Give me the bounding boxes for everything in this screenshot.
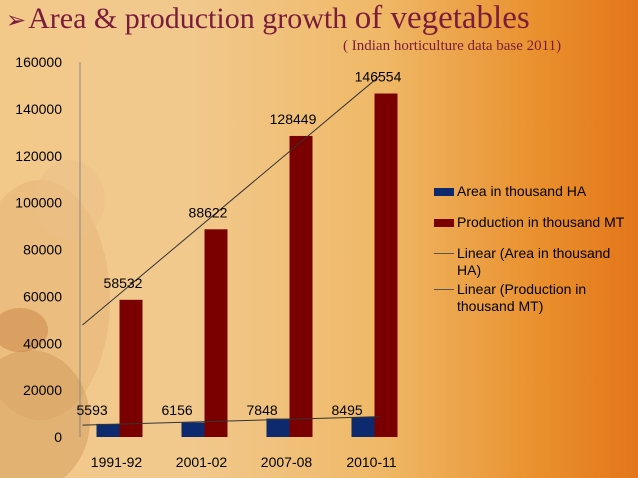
legend-label-trend-area: Linear (Area in thousand HA) xyxy=(457,245,611,278)
y-tick-label: 60000 xyxy=(23,288,62,304)
y-tick-label: 20000 xyxy=(23,382,62,398)
legend-item-trend-production: Linear (Production in thousand MT) xyxy=(434,281,634,315)
data-label-area: 7848 xyxy=(247,402,278,418)
data-label-production: 128449 xyxy=(270,111,317,127)
data-label-production: 146554 xyxy=(355,69,402,85)
y-tick-label: 140000 xyxy=(15,101,62,117)
bars xyxy=(96,93,398,437)
bar-area xyxy=(266,418,290,437)
data-label-area: 6156 xyxy=(162,402,193,418)
legend-label-trend-production: Linear (Production in thousand MT) xyxy=(457,281,587,314)
bar-production xyxy=(289,135,313,437)
y-tick-label: 0 xyxy=(54,429,62,445)
data-label-production: 58532 xyxy=(104,275,143,291)
trendline-area xyxy=(82,416,381,426)
bar-production xyxy=(204,229,228,437)
trendline-production xyxy=(82,75,381,326)
trendlines xyxy=(82,75,381,426)
x-tick-label: 2010-11 xyxy=(346,454,397,470)
data-label-area: 5593 xyxy=(77,402,108,418)
legend-label-production: Production in thousand MT xyxy=(457,214,625,230)
bar-production xyxy=(119,299,143,437)
data-labels: 5593 58532 6156 88622 7848 128449 8495 146554 xyxy=(77,69,402,418)
y-axis: 0 20000 40000 60000 80000 100000 120000 140000 1… xyxy=(15,54,62,445)
legend-swatch-area xyxy=(434,188,454,196)
legend-line-trend-area xyxy=(434,253,454,254)
y-tick-label: 120000 xyxy=(15,148,62,164)
title-main: Area & production growth xyxy=(28,2,355,35)
slide-subtitle: ( Indian horticulture data base 2011) xyxy=(343,38,562,54)
title-emphasis: of vegetables xyxy=(354,0,530,36)
legend-item-area: Area in thousand HA xyxy=(434,183,634,200)
x-tick-label: 2001-02 xyxy=(176,454,228,470)
y-tick-label: 40000 xyxy=(23,335,62,351)
legend-item-production: Production in thousand MT xyxy=(434,214,634,231)
legend-label-area: Area in thousand HA xyxy=(457,183,587,199)
y-tick-label: 100000 xyxy=(15,195,62,211)
bar-area xyxy=(351,417,375,437)
arrow-bullet-icon: ➢ xyxy=(6,8,27,34)
legend-item-trend-area: Linear (Area in thousand HA) xyxy=(434,245,634,279)
bar-area xyxy=(181,422,205,437)
bar-production xyxy=(374,93,398,437)
chart-legend: Area in thousand HA Production in thousa… xyxy=(434,183,634,317)
slide-title: ➢Area & production growth of vegetables xyxy=(6,0,530,39)
legend-line-trend-production xyxy=(434,289,454,290)
y-tick-label: 160000 xyxy=(15,54,62,70)
y-tick-label: 80000 xyxy=(23,242,62,258)
bar-area xyxy=(96,423,120,437)
legend-swatch-production xyxy=(434,219,454,227)
x-axis: 1991-92 2001-02 2007-08 2010-11 xyxy=(91,454,397,470)
data-label-production: 88622 xyxy=(189,204,228,220)
data-label-area: 8495 xyxy=(332,402,363,418)
x-tick-label: 2007-08 xyxy=(261,454,313,470)
x-tick-label: 1991-92 xyxy=(91,454,143,470)
